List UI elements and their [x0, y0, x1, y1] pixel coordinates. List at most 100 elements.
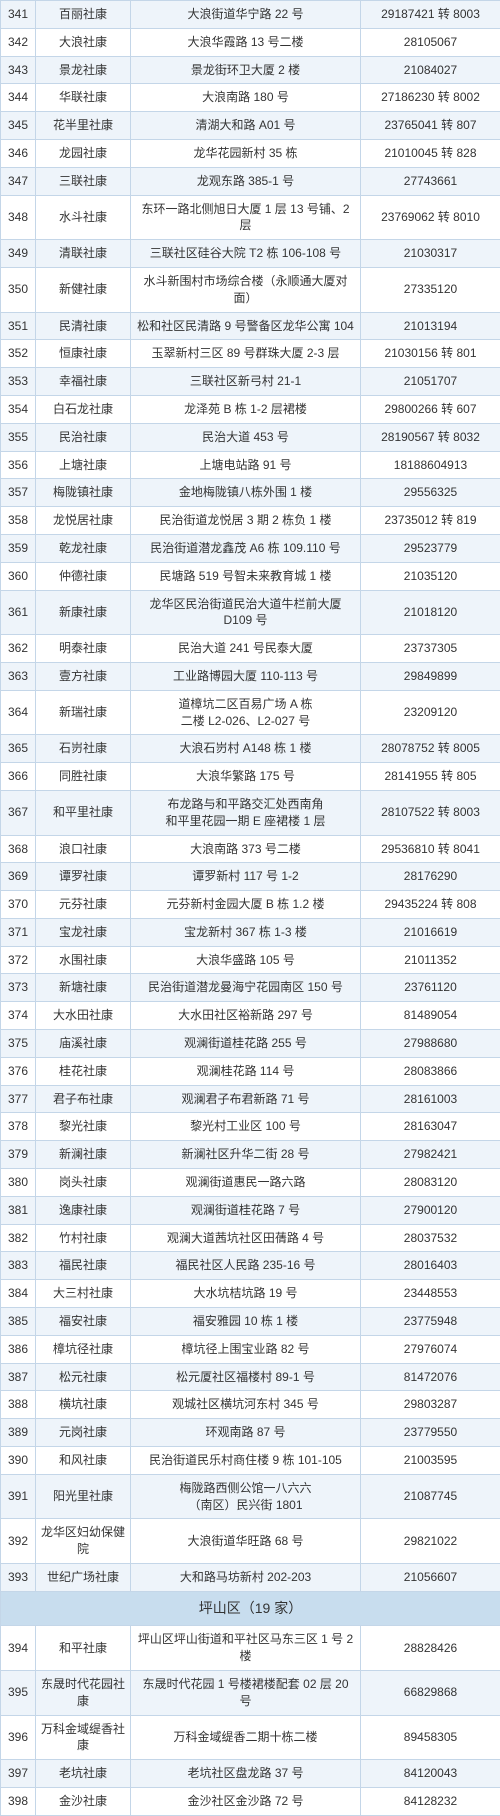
facility-name: 壹方社康	[36, 662, 131, 690]
row-number: 354	[1, 395, 36, 423]
address: 龙观东路 385-1 号	[131, 167, 361, 195]
phone: 27900120	[361, 1196, 500, 1224]
phone: 28161003	[361, 1085, 500, 1113]
phone: 21030317	[361, 240, 500, 268]
table-row: 365石岃社康大浪石岃村 A148 栋 1 楼28078752 转 8005	[1, 735, 500, 763]
row-number: 398	[1, 1787, 36, 1815]
phone: 21003595	[361, 1447, 500, 1475]
row-number: 382	[1, 1224, 36, 1252]
row-number: 379	[1, 1141, 36, 1169]
table-row: 341百丽社康大浪街道华宁路 22 号29187421 转 8003	[1, 1, 500, 29]
table-row: 377君子布社康观澜君子布君新路 71 号28161003	[1, 1085, 500, 1113]
table-row: 343景龙社康景龙街环卫大厦 2 楼21084027	[1, 56, 500, 84]
phone: 21013194	[361, 312, 500, 340]
facility-name: 新澜社康	[36, 1141, 131, 1169]
row-number: 357	[1, 479, 36, 507]
row-number: 387	[1, 1363, 36, 1391]
address: 上塘电站路 91 号	[131, 451, 361, 479]
phone: 27335120	[361, 267, 500, 312]
table-row: 379新澜社康新澜社区升华二街 28 号27982421	[1, 1141, 500, 1169]
facility-name: 竹村社康	[36, 1224, 131, 1252]
facility-name: 元芬社康	[36, 891, 131, 919]
table-row: 383福民社康福民社区人民路 235-16 号28016403	[1, 1252, 500, 1280]
phone: 27976074	[361, 1335, 500, 1363]
phone: 21011352	[361, 946, 500, 974]
phone: 28105067	[361, 28, 500, 56]
facility-name: 和风社康	[36, 1447, 131, 1475]
address: 大浪华繁路 175 号	[131, 763, 361, 791]
facility-name: 大浪社康	[36, 28, 131, 56]
row-number: 367	[1, 790, 36, 835]
row-number: 356	[1, 451, 36, 479]
row-number: 375	[1, 1030, 36, 1058]
phone: 23765041 转 807	[361, 112, 500, 140]
table-row: 380岗头社康观澜街道惠民一路六路28083120	[1, 1169, 500, 1197]
table-row: 385福安社康福安雅园 10 栋 1 楼23775948	[1, 1308, 500, 1336]
facility-name: 水斗社康	[36, 195, 131, 240]
address: 清湖大和路 A01 号	[131, 112, 361, 140]
phone: 81489054	[361, 1002, 500, 1030]
phone: 29187421 转 8003	[361, 1, 500, 29]
phone: 28828426	[361, 1626, 500, 1671]
address: 观澜君子布君新路 71 号	[131, 1085, 361, 1113]
row-number: 390	[1, 1447, 36, 1475]
facility-name: 东晟时代花园社康	[36, 1671, 131, 1716]
row-number: 344	[1, 84, 36, 112]
facility-name: 樟坑径社康	[36, 1335, 131, 1363]
table-row: 361新康社康龙华区民治街道民治大道牛栏前大厦 D109 号21018120	[1, 590, 500, 635]
facility-name: 岗头社康	[36, 1169, 131, 1197]
phone: 29821022	[361, 1519, 500, 1564]
row-number: 380	[1, 1169, 36, 1197]
table-row: 347三联社康龙观东路 385-1 号27743661	[1, 167, 500, 195]
phone: 29556325	[361, 479, 500, 507]
table-row: 355民治社康民治大道 453 号28190567 转 8032	[1, 423, 500, 451]
facility-name: 新康社康	[36, 590, 131, 635]
facility-name: 上塘社康	[36, 451, 131, 479]
phone: 23448553	[361, 1280, 500, 1308]
address: 观澜街道桂花路 7 号	[131, 1196, 361, 1224]
facility-name: 和平社康	[36, 1626, 131, 1671]
table-row: 397老坑社康老坑社区盘龙路 37 号84120043	[1, 1760, 500, 1788]
facility-name: 大三村社康	[36, 1280, 131, 1308]
row-number: 341	[1, 1, 36, 29]
facility-name: 宝龙社康	[36, 918, 131, 946]
address: 梅陇路西侧公馆一八六六（南区）民兴街 1801	[131, 1474, 361, 1519]
row-number: 389	[1, 1419, 36, 1447]
table-row: 346龙园社康龙华花园新村 35 栋21010045 转 828	[1, 139, 500, 167]
row-number: 359	[1, 534, 36, 562]
table-row: 342大浪社康大浪华霞路 13 号二楼28105067	[1, 28, 500, 56]
table-row: 344华联社康大浪南路 180 号27186230 转 8002	[1, 84, 500, 112]
address: 大和路马坊新村 202-203	[131, 1564, 361, 1592]
address: 福安雅园 10 栋 1 楼	[131, 1308, 361, 1336]
table-row: 396万科金域缇香社康万科金域缇香二期十栋二楼89458305	[1, 1715, 500, 1760]
phone: 28037532	[361, 1224, 500, 1252]
facility-name: 景龙社康	[36, 56, 131, 84]
facility-name: 花半里社康	[36, 112, 131, 140]
table-row: 391阳光里社康梅陇路西侧公馆一八六六（南区）民兴街 180121087745	[1, 1474, 500, 1519]
table-row: 362明泰社康民治大道 241 号民泰大厦23737305	[1, 635, 500, 663]
row-number: 369	[1, 863, 36, 891]
table-row: 392龙华区妇幼保健院大浪街道华旺路 68 号29821022	[1, 1519, 500, 1564]
facility-name: 仲德社康	[36, 562, 131, 590]
phone: 29803287	[361, 1391, 500, 1419]
address: 民治街道龙悦居 3 期 2 栋负 1 楼	[131, 507, 361, 535]
table-row: 381逸康社康观澜街道桂花路 7 号27900120	[1, 1196, 500, 1224]
address: 万科金域缇香二期十栋二楼	[131, 1715, 361, 1760]
table-row: 369谭罗社康谭罗新村 117 号 1-228176290	[1, 863, 500, 891]
row-number: 391	[1, 1474, 36, 1519]
facility-name: 谭罗社康	[36, 863, 131, 891]
row-number: 347	[1, 167, 36, 195]
table-row: 376桂花社康观澜桂花路 114 号28083866	[1, 1057, 500, 1085]
table-row: 390和风社康民治街道民乐村商住楼 9 栋 101-10521003595	[1, 1447, 500, 1475]
row-number: 350	[1, 267, 36, 312]
facility-name: 老坑社康	[36, 1760, 131, 1788]
table-row: 388横坑社康观城社区横坑河东村 345 号29803287	[1, 1391, 500, 1419]
table-row: 395东晟时代花园社康东晟时代花园 1 号楼裙楼配套 02 层 20 号6682…	[1, 1671, 500, 1716]
row-number: 381	[1, 1196, 36, 1224]
row-number: 370	[1, 891, 36, 919]
phone: 28078752 转 8005	[361, 735, 500, 763]
table-row: 349清联社康三联社区硅谷大院 T2 栋 106-108 号21030317	[1, 240, 500, 268]
table-row: 354白石龙社康龙泽苑 B 栋 1-2 层裙楼29800266 转 607	[1, 395, 500, 423]
table-row: 360仲德社康民塘路 519 号智未来教育城 1 楼21035120	[1, 562, 500, 590]
facility-name: 明泰社康	[36, 635, 131, 663]
